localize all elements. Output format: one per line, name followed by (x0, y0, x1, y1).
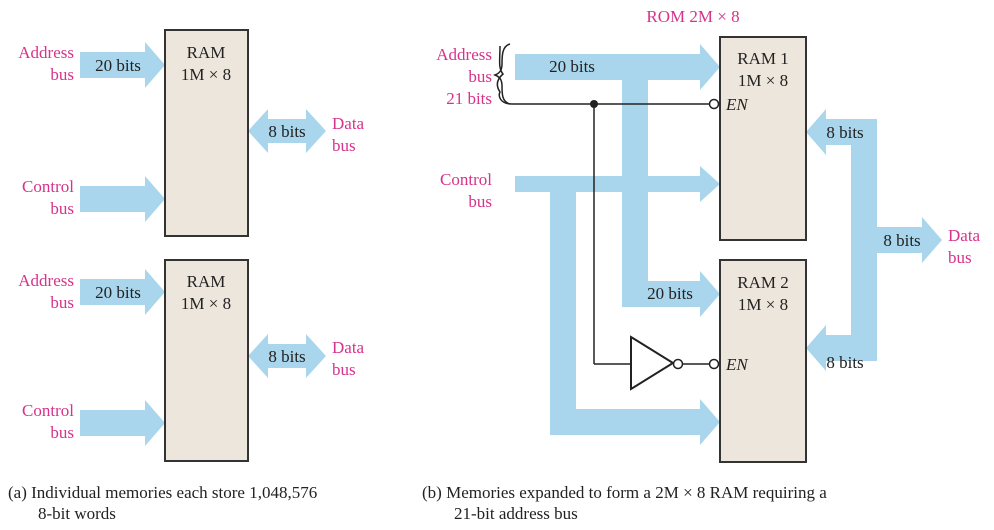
address-label-line1: Address (18, 271, 74, 290)
panel-a-top-unit: Address bus 20 bits RAM 1M × 8 8 bits Da… (18, 29, 365, 237)
ram2-title: RAM 2 (737, 273, 788, 292)
data-bits-mid: 8 bits (883, 231, 920, 250)
address-bus-arrow (80, 42, 165, 88)
ram1-title: RAM 1 (737, 49, 788, 68)
enable-wiring (496, 45, 710, 365)
chip-size: 1M × 8 (181, 65, 231, 84)
control-label-line1: Control (22, 177, 74, 196)
data-label-line1: Data (332, 338, 365, 357)
data-bits-label: 8 bits (268, 122, 305, 141)
address-bus-to-ram1-arrow (515, 44, 720, 90)
control-label-line2: bus (50, 423, 74, 442)
data-bus-arrow (248, 109, 326, 153)
control-label-line1: Control (440, 170, 492, 189)
data-bits-bottom: 8 bits (826, 353, 863, 372)
ram2-chip (719, 259, 807, 463)
address-label-line2: bus (468, 67, 492, 86)
address-bits-bottom: 20 bits (647, 284, 693, 303)
address-label-line3: 21 bits (446, 89, 492, 108)
ram1-en-bubble (708, 98, 720, 110)
data-label-line1: Data (332, 114, 365, 133)
rom-title: ROM 2M × 8 (646, 7, 739, 26)
panel-a-bottom-unit: Address bus 20 bits RAM 1M × 8 8 bits Da… (18, 259, 365, 462)
control-label-line1: Control (22, 401, 74, 420)
address-label-line2: bus (50, 293, 74, 312)
ram1-size: 1M × 8 (738, 71, 788, 90)
data-bus-arrow (248, 334, 326, 378)
data-label-line1: Data (948, 226, 981, 245)
data-label-line2: bus (332, 136, 356, 155)
caption-a-line2: 8-bit words (38, 504, 116, 523)
address-label-line1: Address (436, 45, 492, 64)
address-bits-label: 20 bits (95, 283, 141, 302)
control-bus-to-ram1-arrow (515, 166, 720, 202)
ram1-en-label: EN (725, 95, 749, 114)
address-label-line1: Address (18, 43, 74, 62)
inverter-bubble (672, 358, 684, 370)
data-label-line2: bus (948, 248, 972, 267)
control-label-line2: bus (468, 192, 492, 211)
ram2-size: 1M × 8 (738, 295, 788, 314)
panel-b: ROM 2M × 8 Address bus 21 bits 20 bits (422, 7, 981, 523)
ram2-en-label: EN (725, 355, 749, 374)
ram-chip (164, 29, 249, 237)
address-bus-branch-arrow (622, 80, 720, 317)
address-bits-top: 20 bits (549, 57, 595, 76)
address-label-line2: bus (50, 65, 74, 84)
address-bits-label: 20 bits (95, 56, 141, 75)
caption-b-line2: 21-bit address bus (454, 504, 578, 523)
junction-dot (590, 100, 598, 108)
control-label-line2: bus (50, 199, 74, 218)
ram-chip (164, 259, 249, 462)
address-bus-arrow (80, 269, 165, 315)
ram1-chip (719, 36, 807, 241)
chip-title: RAM (187, 272, 226, 291)
data-bits-label: 8 bits (268, 347, 305, 366)
control-bus-arrow (80, 400, 165, 446)
control-bus-to-ram2-arrow (550, 192, 720, 445)
panel-a: Address bus 20 bits RAM 1M × 8 8 bits Da… (8, 29, 365, 523)
chip-title: RAM (187, 43, 226, 62)
data-bits-top: 8 bits (826, 123, 863, 142)
caption-b-line1: (b) Memories expanded to form a 2M × 8 R… (422, 483, 827, 502)
caption-a-line1: (a) Individual memories each store 1,048… (8, 483, 317, 502)
chip-size: 1M × 8 (181, 294, 231, 313)
control-bus-arrow (80, 176, 165, 222)
data-label-line2: bus (332, 360, 356, 379)
inverter-icon (630, 335, 675, 391)
address-brace-icon (492, 43, 511, 105)
ram2-en-bubble (708, 358, 720, 370)
data-bus-bracket (806, 109, 942, 371)
